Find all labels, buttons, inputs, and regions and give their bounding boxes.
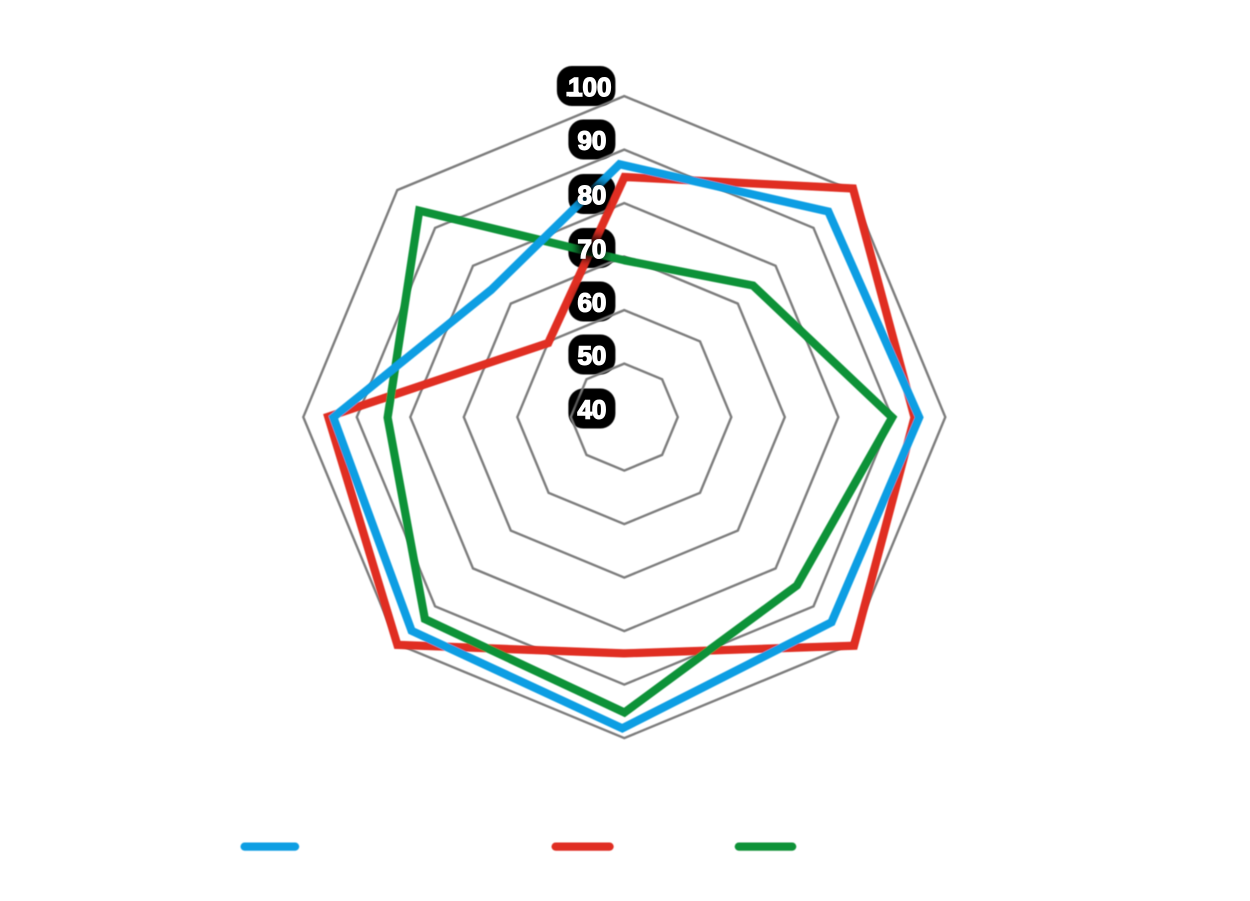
- svg-text:70: 70: [577, 234, 606, 264]
- svg-text:50: 50: [577, 341, 606, 371]
- svg-text:80: 80: [577, 180, 606, 210]
- svg-text:90: 90: [577, 126, 606, 156]
- svg-text:60: 60: [577, 288, 606, 318]
- svg-text:40: 40: [577, 395, 606, 425]
- svg-text:100: 100: [568, 72, 611, 102]
